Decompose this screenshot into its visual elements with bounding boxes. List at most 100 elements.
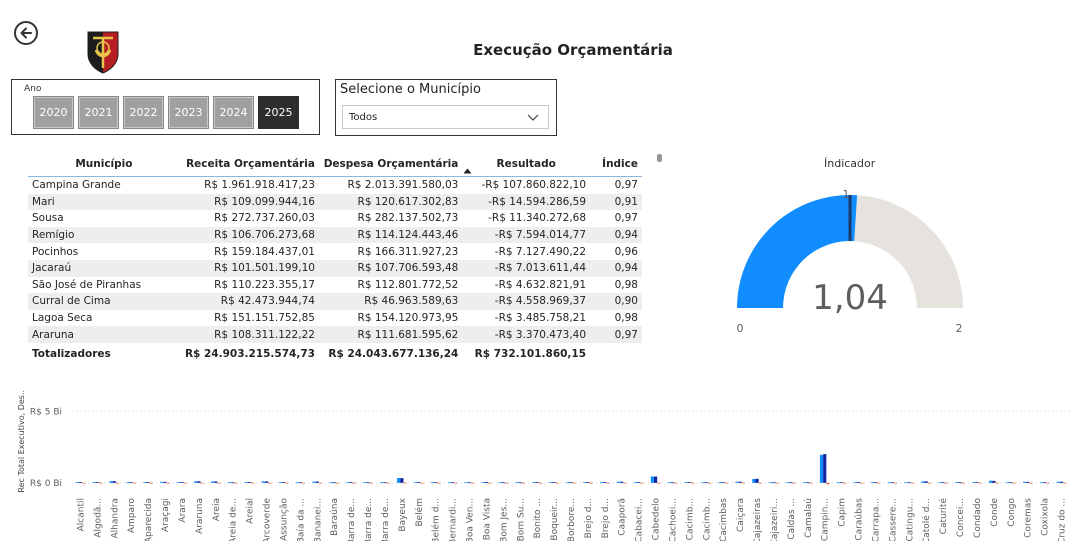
chart-bar[interactable]: [792, 482, 796, 484]
chart-bar[interactable]: [684, 482, 688, 483]
chart-bar[interactable]: [75, 482, 79, 483]
chart-bar[interactable]: [295, 482, 299, 484]
table-row[interactable]: Remígio R$ 106.706.273,68 R$ 114.124.443,4…: [28, 226, 642, 244]
table-scrollbar[interactable]: [657, 154, 662, 162]
chart-bar[interactable]: [1043, 482, 1047, 484]
chart-bar[interactable]: [231, 482, 235, 484]
chart-bar[interactable]: [498, 482, 502, 484]
chart-bar[interactable]: [586, 482, 590, 483]
chart-bar[interactable]: [430, 482, 435, 484]
chart-bar[interactable]: [420, 482, 424, 484]
chart-bar[interactable]: [893, 482, 898, 484]
chart-bar[interactable]: [583, 482, 587, 483]
table-row[interactable]: Jacaraú R$ 101.501.199,10 R$ 107.706.593,4…: [28, 259, 642, 277]
chart-bar[interactable]: [890, 482, 894, 484]
chart-bar[interactable]: [532, 482, 536, 483]
chart-bar[interactable]: [721, 482, 725, 484]
chart-bar[interactable]: [464, 482, 468, 484]
chart-bar[interactable]: [1026, 481, 1030, 483]
chart-bar[interactable]: [380, 482, 384, 484]
table-row[interactable]: São José de Piranhas R$ 110.223.355,17 R$ …: [28, 277, 642, 294]
chart-bar[interactable]: [738, 481, 742, 483]
chart-bar[interactable]: [772, 482, 776, 484]
chart-bar[interactable]: [335, 482, 339, 484]
chart-bar[interactable]: [515, 482, 519, 484]
table-total-row[interactable]: Totalizadores R$ 24.903.215.574,73 R$ 24.0…: [28, 343, 642, 365]
chart-bar[interactable]: [1022, 481, 1027, 483]
chart-bar[interactable]: [194, 481, 198, 483]
table-row[interactable]: Lagoa Seca R$ 151.151.752,85 R$ 154.120.97…: [28, 310, 642, 327]
chart-bar[interactable]: [210, 481, 215, 483]
column-header-resultado[interactable]: Resultado: [462, 152, 591, 177]
chart-bar[interactable]: [823, 454, 827, 483]
chart-bar[interactable]: [484, 482, 489, 483]
chart-bar[interactable]: [826, 482, 830, 485]
year-button-2020[interactable]: 2020: [33, 96, 74, 129]
chart-bar[interactable]: [214, 481, 218, 483]
chart-bar[interactable]: [501, 482, 505, 484]
chart-bar[interactable]: [346, 482, 350, 483]
chart-bar[interactable]: [163, 481, 167, 483]
chart-bar[interactable]: [775, 482, 779, 484]
chart-bar[interactable]: [650, 476, 654, 483]
chart-bar[interactable]: [938, 482, 942, 484]
chart-bar[interactable]: [640, 482, 644, 484]
chart-bar[interactable]: [197, 481, 201, 483]
chart-bar[interactable]: [616, 481, 621, 483]
chart-bar[interactable]: [877, 482, 881, 484]
chart-bar[interactable]: [758, 482, 762, 484]
chart-bar[interactable]: [278, 482, 282, 483]
chart-bar[interactable]: [400, 478, 404, 483]
chart-bar[interactable]: [724, 482, 729, 484]
chart-bar[interactable]: [927, 482, 932, 484]
chart-bar[interactable]: [1063, 482, 1067, 484]
chart-bar[interactable]: [1039, 482, 1044, 484]
chart-bar[interactable]: [413, 482, 418, 483]
chart-bar[interactable]: [112, 481, 116, 483]
chart-bar[interactable]: [995, 482, 999, 484]
chart-bar[interactable]: [177, 482, 181, 483]
chart-bar[interactable]: [397, 478, 401, 483]
chart-bar[interactable]: [843, 482, 847, 484]
chart-bar[interactable]: [349, 482, 353, 483]
chart-bar[interactable]: [488, 482, 492, 484]
chart-bar[interactable]: [657, 482, 661, 484]
chart-bar[interactable]: [803, 482, 807, 484]
chart-bar[interactable]: [352, 482, 356, 484]
chart-bar[interactable]: [992, 480, 996, 483]
chart-bar[interactable]: [769, 482, 773, 484]
chart-bar[interactable]: [606, 482, 610, 484]
chart-bar[interactable]: [521, 482, 526, 484]
chart-bar[interactable]: [620, 481, 624, 483]
chart-bar[interactable]: [755, 478, 759, 483]
chart-bar[interactable]: [244, 482, 249, 483]
chart-bar[interactable]: [718, 482, 722, 484]
chart-bar[interactable]: [687, 482, 692, 483]
chart-bar[interactable]: [312, 481, 316, 483]
chart-bar[interactable]: [504, 482, 509, 484]
chart-bar[interactable]: [251, 482, 255, 484]
chart-bar[interactable]: [549, 482, 553, 483]
table-row[interactable]: Pocinhos R$ 159.184.437,01 R$ 166.311.927,…: [28, 243, 642, 260]
chart-bar[interactable]: [366, 482, 370, 484]
chart-bar[interactable]: [853, 482, 857, 483]
chart-bar[interactable]: [1012, 482, 1016, 484]
chart-bar[interactable]: [363, 482, 367, 484]
chart-bar[interactable]: [944, 482, 948, 484]
chart-bar[interactable]: [569, 482, 573, 484]
chart-bar[interactable]: [589, 482, 593, 484]
chart-bar[interactable]: [786, 482, 790, 484]
chart-bar[interactable]: [978, 482, 982, 484]
chart-bar[interactable]: [674, 482, 678, 484]
chart-bar[interactable]: [450, 482, 455, 484]
chart-bar[interactable]: [670, 482, 675, 484]
chart-bar[interactable]: [369, 482, 373, 484]
chart-bar[interactable]: [126, 482, 130, 484]
chart-bar[interactable]: [1005, 482, 1010, 484]
chart-bar[interactable]: [1046, 482, 1050, 484]
chart-bar[interactable]: [95, 482, 99, 483]
chart-bar[interactable]: [840, 482, 844, 484]
chart-bar[interactable]: [603, 482, 607, 483]
chart-bar[interactable]: [261, 481, 265, 483]
chart-bar[interactable]: [752, 479, 756, 483]
